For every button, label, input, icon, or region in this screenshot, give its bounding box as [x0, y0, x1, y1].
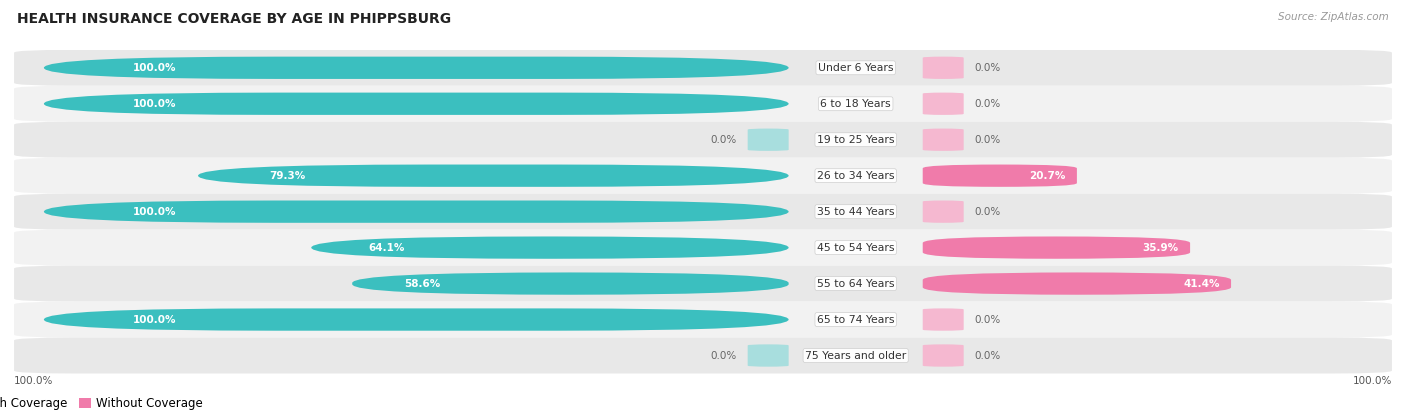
FancyBboxPatch shape [922, 129, 963, 151]
FancyBboxPatch shape [14, 337, 1392, 374]
FancyBboxPatch shape [14, 229, 1392, 266]
FancyBboxPatch shape [922, 308, 963, 331]
Text: 45 to 54 Years: 45 to 54 Years [817, 243, 894, 253]
FancyBboxPatch shape [14, 194, 1392, 229]
Text: 75 Years and older: 75 Years and older [806, 351, 907, 361]
FancyBboxPatch shape [14, 266, 1392, 302]
FancyBboxPatch shape [922, 237, 1189, 259]
Text: 35 to 44 Years: 35 to 44 Years [817, 207, 894, 217]
Legend: With Coverage, Without Coverage: With Coverage, Without Coverage [0, 397, 202, 410]
Text: 100.0%: 100.0% [134, 63, 177, 73]
Text: 100.0%: 100.0% [134, 99, 177, 109]
FancyBboxPatch shape [922, 272, 1232, 295]
Text: 0.0%: 0.0% [974, 315, 1001, 325]
Text: 64.1%: 64.1% [368, 243, 405, 253]
Text: 0.0%: 0.0% [974, 351, 1001, 361]
FancyBboxPatch shape [922, 344, 963, 367]
FancyBboxPatch shape [748, 344, 789, 367]
FancyBboxPatch shape [198, 164, 789, 187]
FancyBboxPatch shape [44, 56, 789, 79]
FancyBboxPatch shape [14, 122, 1392, 158]
Text: 0.0%: 0.0% [974, 99, 1001, 109]
Text: 79.3%: 79.3% [269, 171, 305, 181]
Text: 100.0%: 100.0% [1353, 376, 1392, 386]
FancyBboxPatch shape [311, 237, 789, 259]
Text: 35.9%: 35.9% [1143, 243, 1178, 253]
Text: 0.0%: 0.0% [710, 351, 737, 361]
Text: 100.0%: 100.0% [134, 207, 177, 217]
Text: 19 to 25 Years: 19 to 25 Years [817, 135, 894, 145]
Text: 6 to 18 Years: 6 to 18 Years [820, 99, 891, 109]
Text: 65 to 74 Years: 65 to 74 Years [817, 315, 894, 325]
FancyBboxPatch shape [352, 272, 789, 295]
Text: 26 to 34 Years: 26 to 34 Years [817, 171, 894, 181]
Text: 41.4%: 41.4% [1184, 278, 1220, 288]
FancyBboxPatch shape [44, 308, 789, 331]
Text: 100.0%: 100.0% [134, 315, 177, 325]
FancyBboxPatch shape [14, 50, 1392, 86]
FancyBboxPatch shape [14, 86, 1392, 122]
FancyBboxPatch shape [922, 200, 963, 223]
FancyBboxPatch shape [44, 200, 789, 223]
FancyBboxPatch shape [14, 158, 1392, 194]
Text: Source: ZipAtlas.com: Source: ZipAtlas.com [1278, 12, 1389, 22]
FancyBboxPatch shape [14, 302, 1392, 337]
Text: 0.0%: 0.0% [974, 63, 1001, 73]
Text: 55 to 64 Years: 55 to 64 Years [817, 278, 894, 288]
Text: 0.0%: 0.0% [974, 207, 1001, 217]
Text: Under 6 Years: Under 6 Years [818, 63, 893, 73]
FancyBboxPatch shape [748, 129, 789, 151]
FancyBboxPatch shape [922, 164, 1077, 187]
Text: 58.6%: 58.6% [405, 278, 441, 288]
Text: 100.0%: 100.0% [14, 376, 53, 386]
Text: 0.0%: 0.0% [974, 135, 1001, 145]
FancyBboxPatch shape [922, 56, 963, 79]
FancyBboxPatch shape [44, 93, 789, 115]
Text: 0.0%: 0.0% [710, 135, 737, 145]
FancyBboxPatch shape [922, 93, 963, 115]
Text: HEALTH INSURANCE COVERAGE BY AGE IN PHIPPSBURG: HEALTH INSURANCE COVERAGE BY AGE IN PHIP… [17, 12, 451, 27]
Text: 20.7%: 20.7% [1029, 171, 1066, 181]
